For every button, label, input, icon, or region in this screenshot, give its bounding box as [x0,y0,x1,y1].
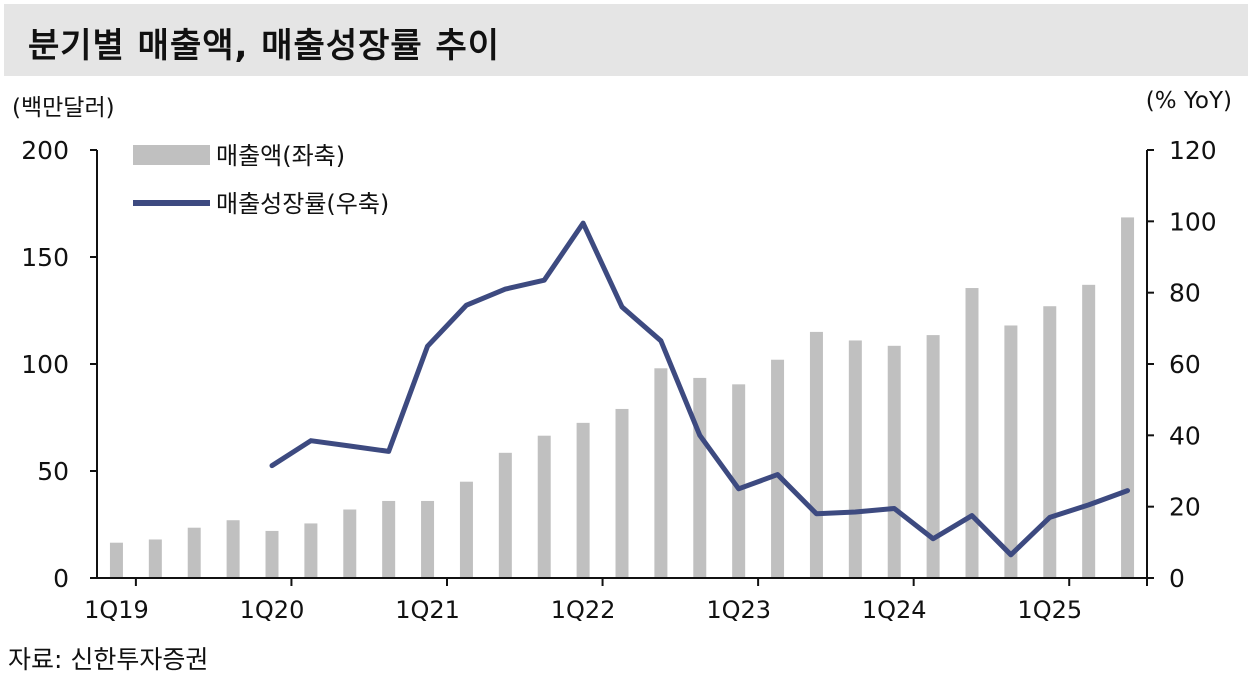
bar [459,481,473,578]
x-tick-label: 1Q20 [240,596,305,624]
x-tick-label: 1Q23 [706,596,771,624]
right-tick-label: 0 [1169,564,1185,593]
bar [732,384,746,578]
legend-line-label: 매출성장률(우축) [216,190,389,218]
bar [148,539,162,578]
bar [809,331,823,578]
right-axis-unit: (% YoY) [1145,88,1232,114]
chart-title: 분기별 매출액, 매출성장률 추이 [28,26,501,66]
bar [109,542,123,578]
bar [693,377,707,578]
left-tick-label: 100 [21,350,69,379]
bar [226,520,240,578]
bar [1004,325,1018,578]
x-tick-label: 1Q22 [551,596,616,624]
x-tick-label: 1Q21 [395,596,460,624]
bar [304,523,318,578]
bar [1082,284,1096,578]
x-tick-label: 1Q19 [84,596,149,624]
bar [887,345,901,578]
right-tick-label: 20 [1169,493,1201,522]
left-tick-label: 150 [21,243,69,272]
bar [537,435,551,578]
title-bar: 분기별 매출액, 매출성장률 추이 [4,4,1248,76]
bar [1043,306,1057,578]
bar [771,359,785,578]
bar [1121,217,1135,578]
right-tick-label: 60 [1169,350,1201,379]
bar [265,530,279,578]
right-tick-label: 80 [1169,279,1201,308]
bar [615,408,629,578]
left-tick-label: 0 [53,564,69,593]
x-tick-label: 1Q25 [1017,596,1082,624]
left-tick-label: 200 [21,136,69,165]
bar [848,340,862,578]
right-tick-label: 40 [1169,421,1201,450]
legend-bar-swatch [133,145,210,165]
x-tick-label: 1Q24 [862,596,927,624]
bar [187,527,201,578]
bar [926,335,940,578]
bar [498,452,512,578]
bar [576,422,590,578]
left-tick-label: 50 [37,457,69,486]
bar [965,288,979,578]
left-axis-unit: (백만달러) [12,95,115,121]
bar [343,509,357,578]
source-note: 자료: 신한투자증권 [8,645,209,674]
bar [382,500,396,578]
legend-bar-label: 매출액(좌축) [216,142,345,170]
bar [421,500,435,578]
right-tick-label: 100 [1169,207,1217,236]
right-tick-label: 120 [1169,136,1217,165]
bar [654,368,668,578]
